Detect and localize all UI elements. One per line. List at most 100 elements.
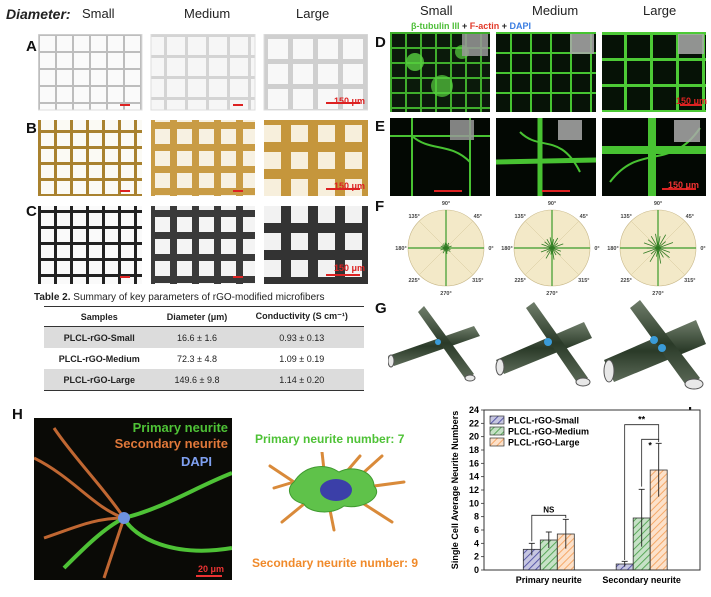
polar-spike	[649, 247, 659, 263]
header-large-right: Large	[643, 3, 677, 18]
table-row: PLCL-rGO-Large 149.6 ± 9.8 1.14 ± 0.20	[44, 369, 364, 391]
polar-spike	[551, 247, 562, 252]
polar-spike	[650, 247, 659, 255]
y-tick-label: 20	[469, 432, 479, 442]
table2: Samples Diameter (μm) Conductivity (S cm…	[44, 306, 364, 391]
polar-spike	[657, 247, 671, 253]
polar-angle-label: 180°	[395, 246, 406, 252]
polar-spike	[657, 247, 670, 258]
polar-spike	[643, 247, 659, 254]
polar-angle-label: 0°	[594, 246, 599, 252]
polar-angle-label: 270°	[652, 291, 663, 297]
polar-angle-label: 0°	[488, 246, 493, 252]
x-tick-label: Primary neurite	[516, 575, 582, 585]
polar-angle-label: 135°	[514, 214, 525, 220]
table2-header-conductivity: Conductivity (S cm⁻¹)	[239, 306, 364, 327]
panel-label-g: G	[375, 300, 387, 317]
polar-spike	[551, 243, 564, 249]
panel-label-a: A	[26, 38, 37, 55]
polar-spike	[549, 237, 553, 249]
y-tick-label: 16	[469, 458, 479, 468]
polar-angle-label: 225°	[408, 278, 419, 284]
y-tick-label: 12	[469, 485, 479, 495]
mesh-images	[38, 34, 368, 284]
polar-spike	[546, 238, 553, 249]
table2-cell: PLCL-rGO-Medium	[58, 353, 140, 364]
y-tick-label: 4	[474, 538, 479, 548]
polar-plot: 90° 45° 0° 315° 270° 225° 180° 135°	[501, 201, 599, 297]
polar-spike	[544, 241, 553, 249]
panel-label-d: D	[375, 34, 386, 51]
table2-cell: 0.93 ± 0.13	[239, 326, 364, 348]
table2-cell: 1.14 ± 0.20	[239, 369, 364, 391]
scale-label-a: 150 μm	[334, 96, 366, 106]
panel-label-c: C	[26, 203, 37, 220]
legend-label: PLCL-rGO-Medium	[508, 427, 589, 437]
y-axis-label: Single Cell Average Neurite Numbers	[450, 411, 460, 569]
polar-angle-label: 315°	[472, 278, 483, 284]
scale-label-c: 150 μm	[334, 263, 366, 273]
stain-beta: β-tubulin III	[411, 21, 460, 31]
polar-angle-label: 90°	[442, 201, 450, 207]
polar-angle-label: 90°	[654, 201, 662, 207]
primary-neurite-number: Primary neurite number: 7	[255, 432, 405, 446]
polar-spike	[445, 247, 451, 251]
polar-spike	[656, 247, 659, 257]
secondary-neurite-number: Secondary neurite number: 9	[252, 556, 419, 570]
legend-swatch	[489, 437, 505, 447]
fluorescence-images	[390, 32, 706, 196]
y-tick-label: 22	[469, 418, 479, 428]
polar-spike	[657, 241, 666, 249]
legend-swatch	[489, 426, 505, 436]
polar-spike	[540, 247, 553, 253]
polar-angle-label: 225°	[620, 278, 631, 284]
micro-label-primary: Primary neurite	[132, 420, 228, 435]
scale-label-e: 150 μm	[668, 180, 700, 190]
scale-label-d: 150 μm	[676, 96, 708, 106]
polar-spike	[650, 236, 659, 249]
polar-plots: 90° 45° 0° 315° 270° 225° 180° 135° 90° 45° 0° 315°…	[394, 200, 710, 298]
micro-label-dapi: DAPI	[180, 454, 212, 469]
neurite-bar-chart: 0 2 4 6 8 10 12 14 16 18 20 22 24 Single Cell Average…	[448, 402, 708, 592]
significance-bracket	[531, 514, 567, 542]
stain-plus-2: +	[499, 21, 510, 31]
polar-spike	[657, 236, 661, 249]
fiber-3d-illustrations	[388, 300, 706, 390]
table-row: PLCL-rGO-Medium 72.3 ± 4.8 1.09 ± 0.19	[44, 348, 364, 369]
panel-label-e: E	[375, 118, 386, 135]
stain-factin: F-actin	[469, 21, 500, 31]
scale-bar-h	[196, 575, 222, 577]
y-tick-label: 2	[474, 552, 479, 562]
polar-spike	[551, 247, 561, 256]
polar-angle-label: 270°	[546, 291, 557, 297]
header-small-right: Small	[420, 3, 453, 18]
polar-spike	[643, 242, 659, 249]
y-tick-label: 10	[469, 498, 479, 508]
y-tick-label: 8	[474, 512, 479, 522]
annotation-star: *	[648, 440, 652, 450]
polar-plot: 90° 45° 0° 315° 270° 225° 180° 135°	[395, 201, 493, 297]
annotation-ns: NS	[543, 505, 555, 514]
table-row: PLCL-rGO-Small 16.6 ± 1.6 0.93 ± 0.13	[44, 326, 364, 348]
table2-cell: 16.6 ± 1.6	[154, 326, 240, 348]
polar-angle-label: 315°	[578, 278, 589, 284]
polar-spike	[551, 247, 555, 260]
table2-cell: 72.3 ± 4.8	[177, 353, 217, 364]
polar-angle-label: 90°	[548, 201, 556, 207]
header-small-left: Small	[82, 6, 115, 21]
significance-bracket	[641, 438, 660, 487]
table2-cell: PLCL-rGO-Large	[44, 369, 155, 391]
polar-angle-label: 135°	[620, 214, 631, 220]
polar-spike	[657, 247, 664, 258]
polar-angle-label: 180°	[607, 246, 618, 252]
header-medium-left: Medium	[184, 6, 231, 21]
polar-angle-label: 0°	[700, 246, 705, 252]
legend-label: PLCL-rGO-Small	[508, 416, 579, 426]
polar-angle-label: 45°	[580, 214, 588, 220]
table2-header-samples: Samples	[44, 306, 155, 327]
scale-label-b: 150 μm	[334, 181, 366, 191]
polar-angle-label: 45°	[686, 214, 694, 220]
x-tick-label: Secondary neurite	[602, 575, 681, 585]
panel-label-h: H	[12, 406, 23, 423]
polar-angle-label: 135°	[408, 214, 419, 220]
